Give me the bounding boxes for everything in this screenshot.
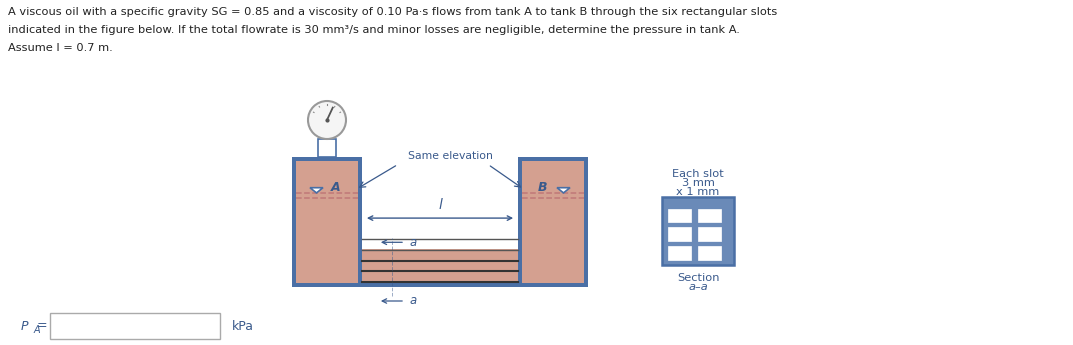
Bar — [362, 194, 518, 238]
Text: Section: Section — [677, 273, 719, 283]
Bar — [584, 157, 588, 287]
Text: Assume l = 0.7 m.: Assume l = 0.7 m. — [8, 43, 113, 53]
Text: Each slot: Each slot — [672, 168, 724, 178]
Text: A: A — [330, 181, 340, 194]
Text: A viscous oil with a specific gravity SG = 0.85 and a viscosity of 0.10 Pa·s flo: A viscous oil with a specific gravity SG… — [8, 7, 777, 17]
Bar — [518, 157, 521, 287]
Text: B: B — [538, 181, 547, 194]
Bar — [362, 283, 518, 287]
Text: Same elevation: Same elevation — [408, 151, 493, 161]
Bar — [699, 246, 721, 259]
Text: A: A — [33, 325, 40, 335]
Bar — [699, 227, 721, 241]
Bar — [662, 197, 734, 265]
Bar — [296, 161, 358, 283]
Polygon shape — [310, 188, 323, 193]
Text: a: a — [410, 295, 417, 307]
Bar — [668, 246, 691, 259]
Polygon shape — [557, 188, 570, 193]
Bar — [292, 157, 296, 287]
Text: a–a: a–a — [688, 283, 708, 293]
Bar — [521, 161, 584, 283]
Text: P: P — [20, 319, 28, 333]
Text: x 1 mm: x 1 mm — [676, 187, 720, 197]
Bar — [699, 208, 721, 222]
Bar — [292, 157, 362, 161]
Text: a: a — [410, 236, 417, 249]
Bar — [358, 157, 362, 287]
Text: =: = — [36, 319, 47, 333]
Bar — [518, 157, 588, 161]
Bar — [292, 283, 362, 287]
Text: indicated in the figure below. If the total flowrate is 30 mm³/s and minor losse: indicated in the figure below. If the to… — [8, 25, 740, 35]
Bar — [518, 283, 588, 287]
Text: 3 mm: 3 mm — [681, 177, 715, 187]
Bar — [668, 227, 691, 241]
Bar — [50, 313, 220, 339]
Circle shape — [308, 101, 346, 139]
Bar — [668, 208, 691, 222]
Text: l: l — [438, 198, 442, 212]
Text: kPa: kPa — [232, 319, 254, 333]
Bar — [318, 139, 336, 157]
Bar — [362, 249, 518, 283]
